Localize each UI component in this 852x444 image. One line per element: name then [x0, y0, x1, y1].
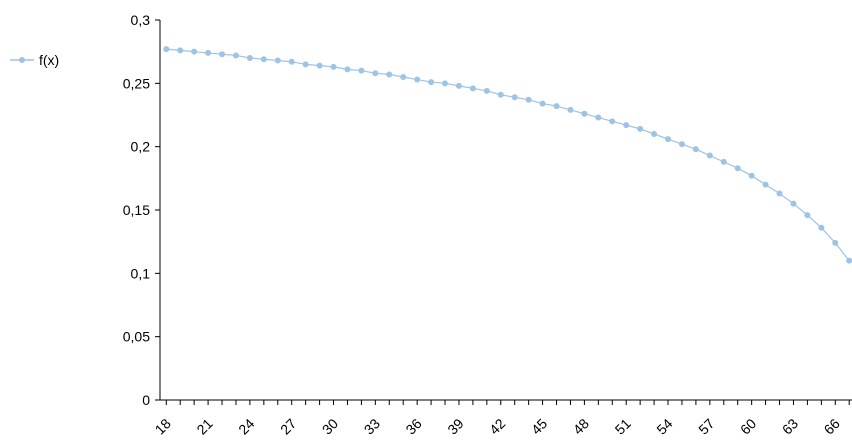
data-point [818, 224, 825, 231]
data-point [706, 152, 713, 159]
data-point [567, 106, 574, 113]
y-tick-label: 0,1 [131, 265, 151, 281]
data-point [455, 82, 462, 89]
data-point [232, 52, 239, 59]
data-point [804, 212, 811, 219]
x-tick-label: 39 [444, 415, 466, 437]
data-point [609, 118, 616, 125]
data-point [497, 91, 504, 98]
data-point [553, 103, 560, 110]
data-point [163, 46, 170, 53]
data-point [205, 49, 212, 56]
data-point [832, 239, 839, 246]
data-point [525, 96, 532, 103]
x-tick-label: 24 [235, 415, 257, 437]
data-point [469, 85, 476, 92]
data-point [762, 181, 769, 188]
legend: f(x) [10, 52, 59, 68]
y-tick-label: 0,3 [131, 12, 151, 28]
data-point [692, 146, 699, 153]
x-tick-label: 51 [612, 415, 634, 437]
x-tick-label: 54 [653, 415, 675, 437]
legend-marker-f-x [19, 57, 25, 63]
data-point [219, 51, 226, 58]
x-tick-label: 57 [695, 415, 717, 437]
data-point [414, 76, 421, 83]
x-tick-label: 33 [361, 415, 383, 437]
data-point [191, 48, 198, 55]
data-point [581, 110, 588, 117]
x-tick-label: 60 [737, 415, 759, 437]
data-point [246, 55, 253, 61]
data-point [734, 165, 741, 172]
legend-label-f-x: f(x) [39, 52, 59, 68]
data-point [623, 122, 630, 129]
series-line-f-x [166, 48, 850, 262]
data-point [776, 190, 783, 197]
data-point [651, 131, 658, 137]
data-point [790, 200, 797, 207]
data-point [665, 136, 672, 143]
data-point [260, 56, 267, 63]
data-point [316, 62, 323, 69]
x-tick-label: 27 [277, 415, 299, 437]
data-point [177, 47, 184, 54]
data-point [288, 58, 295, 65]
y-tick-label: 0,25 [123, 75, 150, 91]
x-tick-label: 21 [193, 415, 215, 437]
data-point [748, 172, 755, 179]
data-point [428, 79, 435, 86]
x-tick-label: 42 [486, 415, 508, 437]
y-tick-label: 0,2 [131, 139, 151, 155]
x-tick-label: 63 [779, 415, 801, 437]
data-point [330, 63, 337, 70]
x-tick-label: 45 [528, 415, 550, 437]
y-tick-label: 0,15 [123, 202, 150, 218]
data-point [386, 71, 393, 78]
data-point [274, 57, 281, 64]
x-tick-label: 36 [402, 415, 424, 437]
data-point [442, 80, 449, 87]
data-point [720, 158, 727, 165]
data-point [483, 87, 490, 94]
x-tick-label: 48 [570, 415, 592, 437]
data-point [539, 100, 546, 107]
data-point [358, 67, 365, 74]
plot-area: 0 0,05 0,1 0,15 0,2 0,25 0,3 18 21 24 27 30 33 36 39 42… [123, 12, 852, 438]
x-tick-label: 18 [152, 415, 174, 437]
data-point [846, 257, 852, 264]
x-tick-label: 66 [821, 415, 843, 437]
y-tick-label: 0,05 [123, 329, 150, 345]
y-tick-label: 0 [142, 392, 150, 408]
data-point [400, 74, 407, 80]
data-point [511, 94, 518, 101]
data-point [637, 125, 644, 132]
data-point [302, 61, 309, 68]
data-point [344, 66, 351, 73]
data-point [678, 141, 685, 148]
data-point [595, 114, 602, 121]
x-tick-label: 30 [319, 415, 341, 437]
data-point [372, 70, 379, 77]
